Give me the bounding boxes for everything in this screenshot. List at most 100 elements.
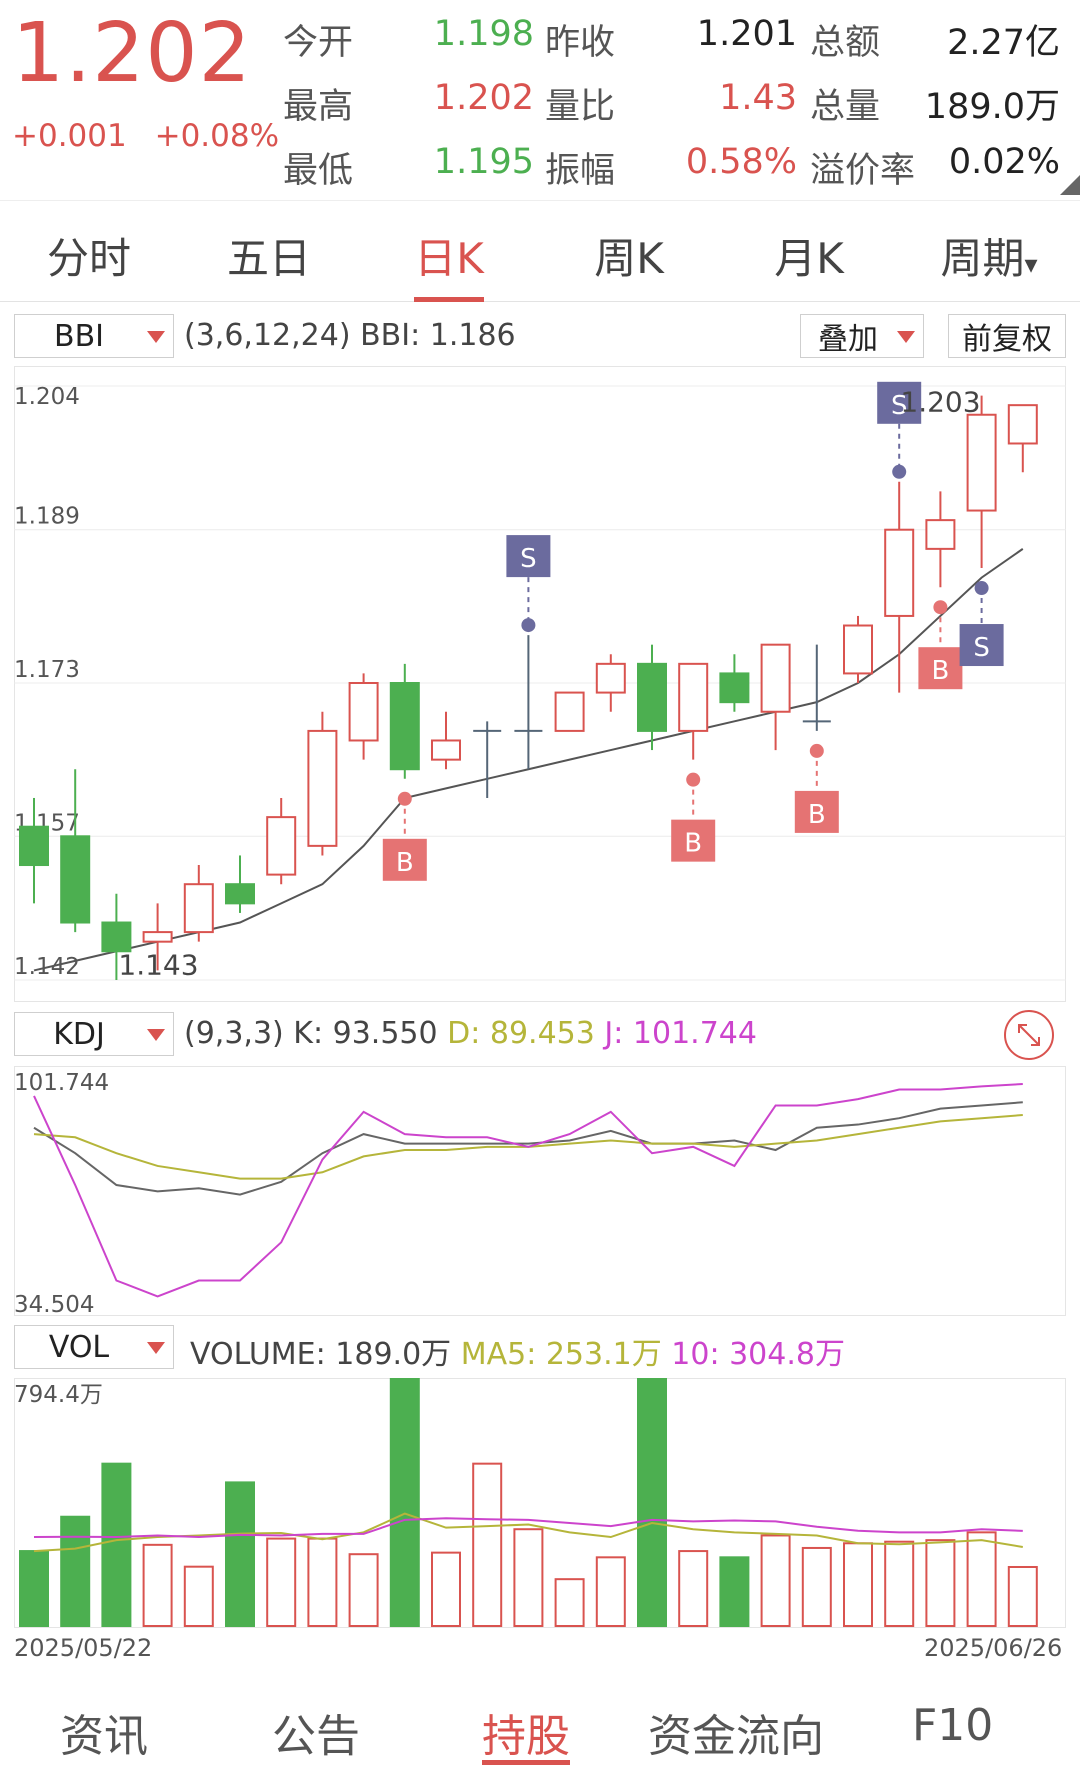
- candle-body: [637, 662, 667, 732]
- volume-bar: [843, 1542, 873, 1627]
- adjust-button[interactable]: 前复权: [948, 314, 1066, 358]
- candlestick-chart[interactable]: 1.2041.1891.1731.1571.142BSBBSBS1.2031.1…: [14, 366, 1066, 1002]
- tab-5[interactable]: 周期▾: [914, 225, 1064, 286]
- volume-bar: [348, 1553, 379, 1628]
- volume-bar: [225, 1481, 255, 1627]
- sell-signal-badge: [959, 624, 1004, 667]
- volume-frame: [14, 1378, 1066, 1628]
- sell-signal-dot: [521, 618, 536, 633]
- vol-indicator-select[interactable]: VOL: [14, 1325, 174, 1369]
- volume-bar: [884, 1540, 915, 1628]
- candle-body: [925, 519, 956, 550]
- volume-max-label: 794.4万: [14, 1382, 103, 1408]
- fullscreen-icon[interactable]: [1004, 1010, 1054, 1060]
- tab-1[interactable]: 五日: [194, 225, 344, 286]
- candle-body: [142, 931, 173, 943]
- volume-bar: [760, 1534, 791, 1627]
- quote-value: 1.201: [696, 14, 797, 54]
- volume-bar: [307, 1537, 338, 1627]
- sell-signal-badge: [506, 535, 551, 578]
- buy-signal-dot: [809, 743, 824, 758]
- volume-bar: [554, 1578, 585, 1628]
- kdj-params: (9,3,3) K: 93.550 D: 89.453 J: 101.744: [184, 1016, 757, 1051]
- buy-signal-badge: [918, 647, 963, 690]
- tab-3[interactable]: 周K: [554, 225, 704, 286]
- buy-signal-badge: [671, 819, 716, 862]
- kdj-j-line: [33, 1083, 1023, 1298]
- kdj-chart[interactable]: 101.744 34.504: [14, 1066, 1066, 1316]
- volume-chart[interactable]: 794.4万: [14, 1378, 1066, 1628]
- tab-label: 月K: [774, 234, 844, 283]
- candle-body: [595, 662, 626, 694]
- kdj-param-text: (9,3,3): [184, 1016, 284, 1051]
- bottom-nav-item-2[interactable]: 持股: [482, 1711, 570, 1762]
- price-change: +0.001 +0.08%: [12, 118, 297, 154]
- candle-body: [554, 691, 585, 732]
- bottom-nav-item-4[interactable]: F10: [912, 1700, 994, 1751]
- quote-value: 1.43: [719, 78, 797, 118]
- bbi-param-text: (3,6,12,24): [184, 318, 351, 353]
- volume-bar: [142, 1543, 173, 1627]
- tab-2[interactable]: 日K: [374, 225, 524, 286]
- quote-label: 总量: [810, 87, 881, 127]
- quote-label: 总额: [810, 23, 881, 63]
- kdj-indicator-select[interactable]: KDJ: [14, 1012, 174, 1056]
- bottom-nav-item-3[interactable]: 资金流向: [648, 1711, 824, 1762]
- sell-signal-badge: [877, 381, 922, 424]
- sell-signal-dot: [892, 464, 907, 479]
- quote-value: 1.195: [433, 142, 534, 182]
- buy-signal-badge: [794, 790, 839, 833]
- candle-body: [884, 528, 915, 617]
- candle-body: [307, 729, 338, 847]
- volume-bar: [719, 1556, 750, 1627]
- quote-value: 0.02%: [948, 142, 1060, 182]
- chevron-down-icon: [147, 1029, 165, 1041]
- candle-body: [843, 624, 873, 675]
- price-tick-label: 1.204: [14, 384, 80, 410]
- change-percent: +0.08%: [154, 118, 280, 154]
- candle-body: [431, 739, 461, 761]
- kdj-k-line: [33, 1101, 1023, 1196]
- buy-signal-dot: [686, 772, 701, 787]
- price-tick-label: 1.173: [14, 657, 80, 683]
- buy-signal-label: B: [931, 656, 949, 686]
- quote-value: 2.27亿: [947, 23, 1060, 63]
- tab-label: 周期: [940, 234, 1025, 283]
- candle-body: [719, 672, 750, 704]
- overlay-select[interactable]: 叠加: [800, 314, 924, 358]
- buy-signal-label: B: [808, 800, 826, 830]
- quote-value: 1.198: [433, 14, 534, 54]
- kdj-indicator-label: KDJ: [53, 1016, 105, 1052]
- volume-ma5-line: [33, 1512, 1023, 1553]
- volume-bar: [801, 1546, 832, 1627]
- tab-4[interactable]: 月K: [734, 225, 884, 286]
- bottom-nav-item-0[interactable]: 资讯: [60, 1711, 148, 1762]
- candle-body: [101, 921, 132, 953]
- overlay-label: 叠加: [818, 322, 878, 357]
- quote-label: 最低: [283, 151, 354, 191]
- vol-ma10-text: 10: 304.8万: [671, 1337, 845, 1372]
- bbi-params: (3,6,12,24) BBI: 1.186: [184, 318, 516, 353]
- volume-bar: [431, 1551, 461, 1628]
- tab-label: 日K: [414, 234, 484, 283]
- kdj-k-text: K: 93.550: [293, 1016, 438, 1051]
- quote-value: 189.0万: [924, 87, 1060, 127]
- quote-label: 昨收: [545, 23, 616, 63]
- price-tick-label: 1.189: [14, 504, 80, 530]
- change-value: +0.001: [12, 118, 127, 154]
- period-tabs: 分时 五日 日K 周K 月K 周期▾: [0, 200, 1080, 302]
- kdj-d-text: D: 89.453: [447, 1016, 595, 1051]
- chart-frame: [14, 366, 1066, 1002]
- volume-bar: [19, 1550, 49, 1627]
- chevron-down-icon: [147, 331, 165, 343]
- candle-body: [348, 682, 379, 742]
- sell-signal-label: S: [973, 633, 990, 663]
- expand-corner-icon[interactable]: [1060, 175, 1080, 195]
- candle-body: [19, 825, 49, 867]
- sell-signal-dot: [974, 581, 989, 596]
- bottom-nav-item-1[interactable]: 公告: [272, 1711, 360, 1762]
- main-indicator-select[interactable]: BBI: [14, 314, 174, 358]
- quote-label: 振幅: [545, 151, 616, 191]
- tab-0[interactable]: 分时: [14, 225, 164, 286]
- chevron-down-icon: [897, 331, 915, 343]
